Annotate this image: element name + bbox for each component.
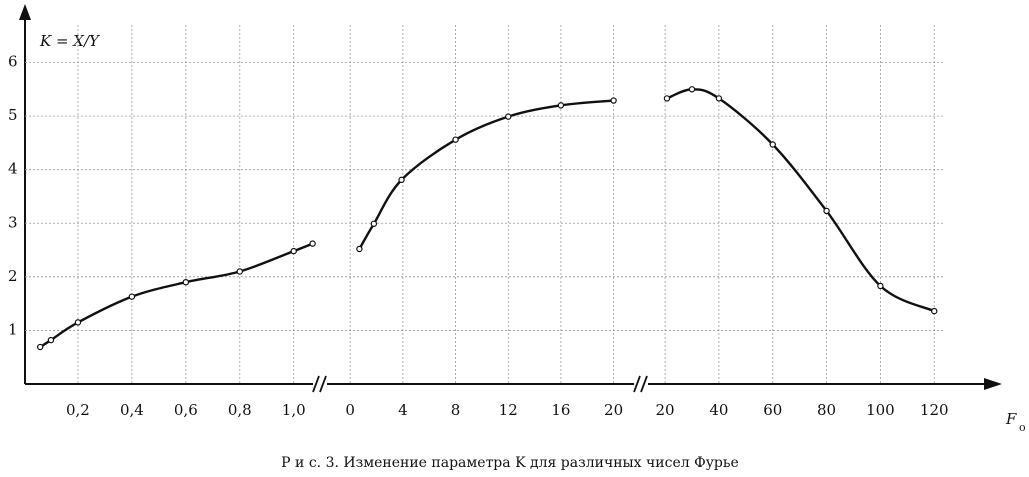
point (715, 95, 723, 102)
x-tick-label: 0,6 (174, 401, 198, 419)
point (877, 282, 884, 290)
y-tick-label: 6 (8, 53, 18, 71)
x-tick-label: 20 (604, 401, 623, 419)
x-tick-label: 0,8 (228, 401, 252, 419)
point (290, 247, 297, 255)
y-tick-label: 1 (8, 320, 18, 338)
x-tick-label: 12 (499, 401, 518, 419)
point (356, 245, 363, 253)
point (47, 336, 55, 344)
x-axis-label-sub: o (1019, 421, 1026, 434)
y-tick-label: 3 (8, 213, 18, 231)
point (74, 319, 82, 326)
point (236, 268, 243, 275)
point (182, 278, 190, 286)
point (370, 220, 378, 227)
point (663, 95, 671, 102)
x-tick-label: 1,0 (282, 401, 306, 419)
x-tick-label: 40 (709, 401, 728, 419)
point (309, 240, 316, 247)
y-tick-label: 4 (8, 160, 18, 178)
point (610, 97, 617, 104)
point (769, 141, 776, 148)
axis-break (633, 374, 648, 394)
point (452, 136, 459, 143)
y-axis-label: K = X/Y (39, 32, 101, 50)
x-tick-label: 120 (920, 401, 949, 419)
point (36, 343, 44, 351)
axis-break (312, 374, 327, 394)
x-tick-label: 20 (656, 401, 675, 419)
point (128, 293, 136, 300)
x-tick-label: 8 (451, 401, 461, 419)
point (398, 176, 405, 184)
x-tick-label: 4 (398, 401, 408, 419)
x-tick-label: 80 (817, 401, 836, 419)
curve (666, 88, 935, 313)
y-tick-label: 2 (8, 267, 18, 285)
point (557, 102, 565, 109)
x-axis-arrow (984, 378, 1002, 390)
point (688, 86, 696, 93)
x-tick-label: 60 (763, 401, 782, 419)
x-tick-label: 16 (551, 401, 570, 419)
x-tick-label: 0,4 (120, 401, 144, 419)
y-tick-label: 5 (8, 106, 18, 124)
point (505, 113, 512, 120)
curve (39, 242, 314, 349)
curve (358, 99, 614, 250)
y-axis-arrow (19, 4, 31, 20)
x-tick-label: 100 (866, 401, 895, 419)
x-tick-label: 0,2 (66, 401, 90, 419)
point (931, 307, 938, 315)
x-axis-label: F (1005, 410, 1017, 428)
point (823, 207, 830, 215)
caption: Р и с. 3. Изменение параметра K для разл… (281, 455, 739, 471)
x-tick-label: 0 (345, 401, 355, 419)
